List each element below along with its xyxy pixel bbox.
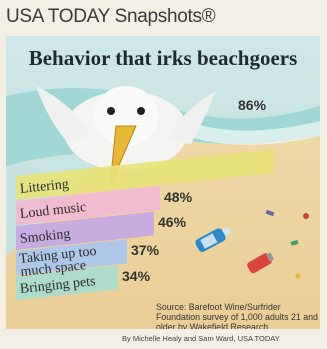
source-note: Source: Barefoot Wine/Surfrider Foundati…: [156, 302, 318, 329]
litter-piece-1: [265, 209, 275, 217]
litter-dot-2: [295, 273, 301, 279]
bar-value-label: 34%: [122, 268, 151, 285]
can-icon: [247, 252, 275, 274]
seagull-head: [94, 86, 158, 146]
chart-title: Behavior that irks beachgoers: [28, 46, 298, 70]
brand-title: USA TODAY Snapshots®: [6, 6, 216, 27]
bar-littering: [16, 148, 274, 200]
litter-piece-2: [290, 240, 299, 246]
bar-value-label: 37%: [131, 242, 160, 259]
bar-smoking: [16, 211, 154, 250]
bar-value-label: 86%: [238, 96, 267, 113]
bar-value-label: 46%: [158, 214, 187, 231]
byline: By Michelle Healy and Sam Ward, USA TODA…: [122, 334, 280, 343]
bar-value-label: 48%: [164, 188, 193, 205]
wing-left: [36, 86, 91, 141]
graphic-panel: Behavior that irks beachgoers Littering 8…: [6, 36, 320, 329]
bar-group: [16, 148, 274, 300]
bar-loud-music: [16, 185, 160, 225]
bar-bringing-pets: [16, 265, 118, 300]
seagull-eye-right: [137, 107, 145, 115]
bottle-icon: [195, 227, 232, 252]
litter-dot-1: [303, 213, 309, 219]
wing-right: [166, 91, 216, 144]
bar-taking-up-too-much-space: [16, 239, 127, 275]
illustration: [6, 36, 320, 329]
seagull-eye-left: [107, 107, 115, 115]
